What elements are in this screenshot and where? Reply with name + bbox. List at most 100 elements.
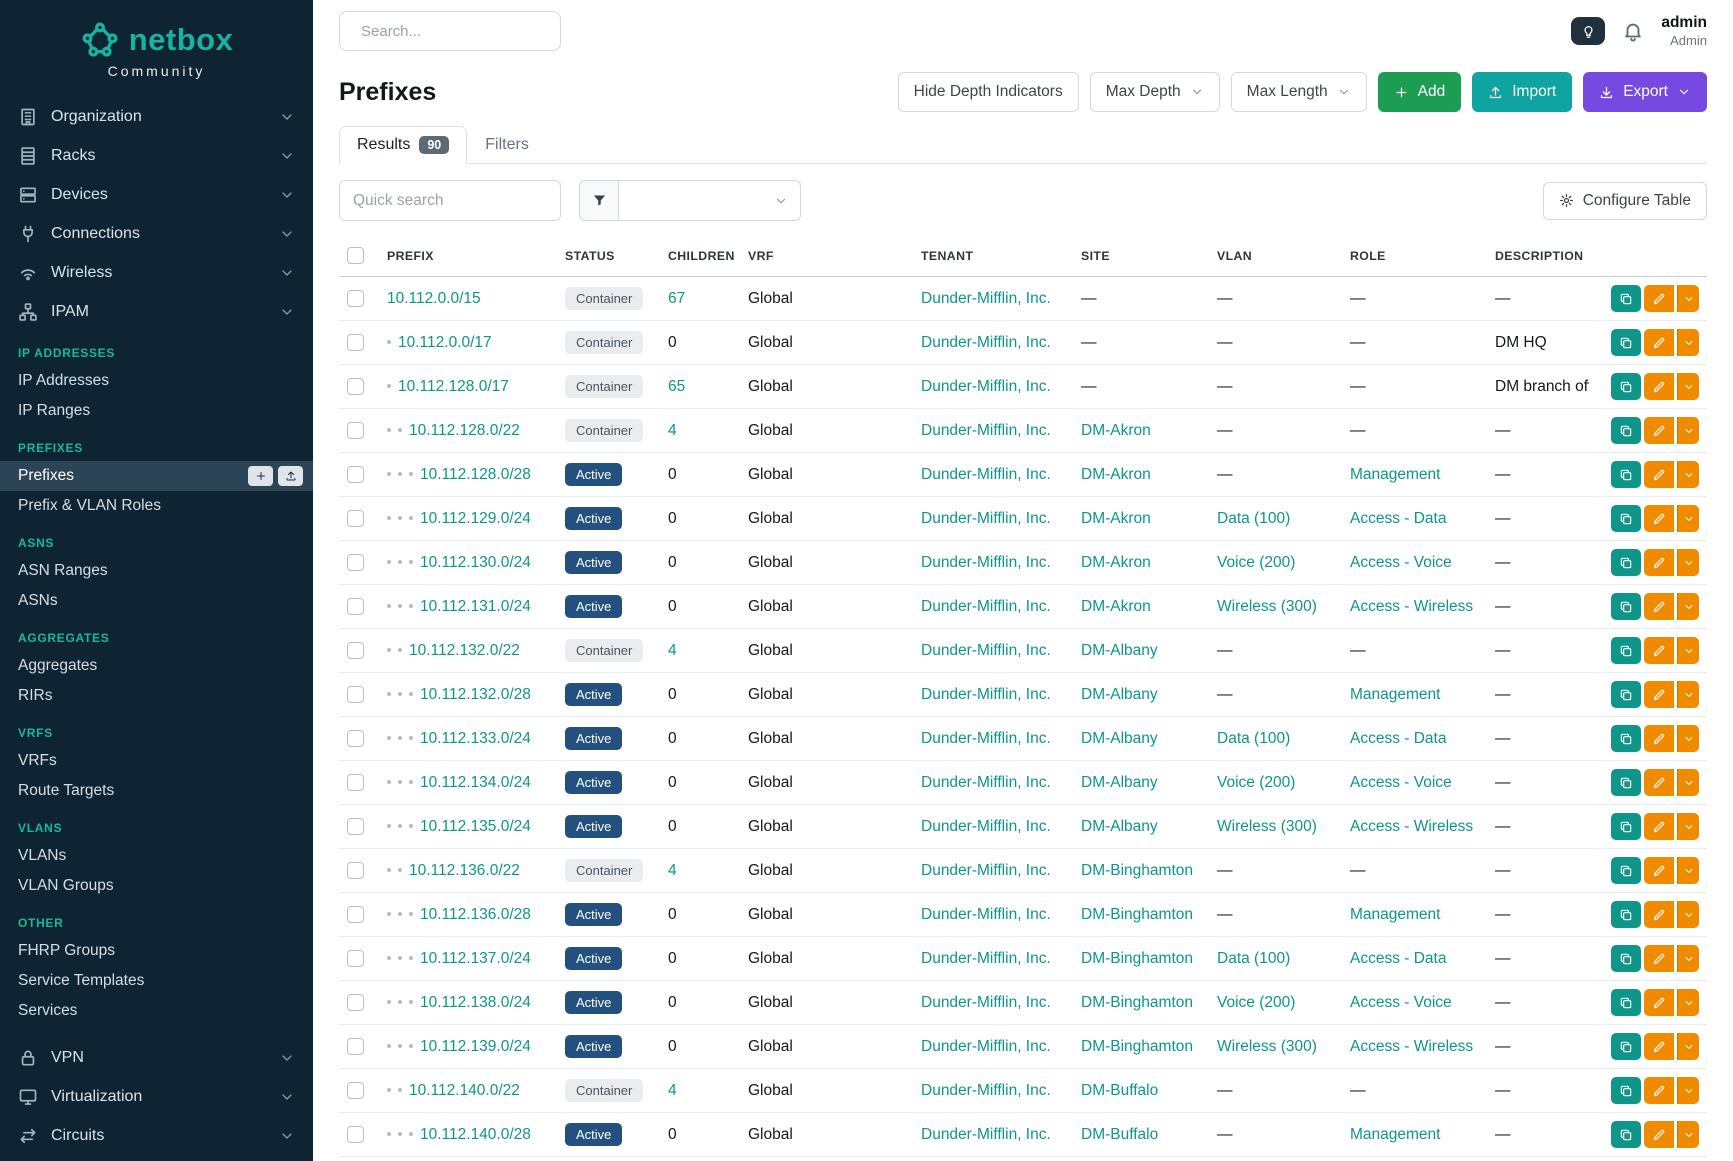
edit-dropdown-button[interactable]	[1677, 769, 1699, 796]
role-link[interactable]: Access - Wireless	[1350, 1037, 1474, 1055]
vlan-link[interactable]: Data (100)	[1217, 509, 1291, 527]
clone-button[interactable]	[1611, 945, 1641, 972]
global-search-input[interactable]	[361, 22, 560, 40]
prefix-link[interactable]: 10.112.137.0/24	[420, 949, 531, 967]
tab-filters[interactable]: Filters	[467, 126, 547, 164]
site-link[interactable]: DM-Akron	[1081, 421, 1151, 439]
edit-dropdown-button[interactable]	[1677, 461, 1699, 488]
site-link[interactable]: DM-Akron	[1081, 509, 1151, 527]
column-header-status[interactable]: STATUS	[557, 235, 660, 277]
vlan-link[interactable]: Voice (200)	[1217, 773, 1296, 791]
sidebar-item-ipam[interactable]: IPAM	[0, 292, 313, 331]
site-link[interactable]: DM-Albany	[1081, 685, 1158, 703]
theme-toggle-button[interactable]	[1571, 17, 1606, 45]
clone-button[interactable]	[1611, 549, 1641, 576]
edit-button[interactable]	[1644, 417, 1674, 444]
prefix-link[interactable]: 10.112.130.0/24	[420, 553, 531, 571]
tenant-link[interactable]: Dunder-Mifflin, Inc.	[921, 993, 1051, 1011]
quick-import-button[interactable]	[278, 466, 303, 486]
column-header-prefix[interactable]: PREFIX	[379, 235, 557, 277]
prefix-link[interactable]: 10.112.140.0/28	[420, 1125, 531, 1143]
edit-dropdown-button[interactable]	[1677, 857, 1699, 884]
max-depth-dropdown[interactable]: Max Depth	[1089, 72, 1220, 112]
children-count-link[interactable]: 4	[668, 421, 677, 439]
prefix-link[interactable]: 10.112.140.0/22	[409, 1081, 520, 1099]
sidebar-item-route-targets[interactable]: Route Targets	[0, 776, 313, 806]
add-button[interactable]: Add	[1377, 72, 1462, 112]
row-checkbox[interactable]	[347, 641, 364, 659]
tenant-link[interactable]: Dunder-Mifflin, Inc.	[921, 905, 1051, 923]
edit-dropdown-button[interactable]	[1677, 549, 1699, 576]
prefix-link[interactable]: 10.112.128.0/28	[420, 465, 531, 483]
row-checkbox[interactable]	[347, 421, 364, 439]
clone-button[interactable]	[1611, 1121, 1641, 1148]
tenant-link[interactable]: Dunder-Mifflin, Inc.	[921, 1037, 1051, 1055]
prefix-link[interactable]: 10.112.128.0/17	[398, 377, 509, 395]
site-link[interactable]: DM-Albany	[1081, 729, 1158, 747]
edit-dropdown-button[interactable]	[1677, 681, 1699, 708]
row-checkbox[interactable]	[347, 861, 364, 879]
role-link[interactable]: Management	[1350, 465, 1441, 483]
sidebar-item-racks[interactable]: Racks	[0, 136, 313, 175]
edit-button[interactable]	[1644, 461, 1674, 488]
prefix-link[interactable]: 10.112.0.0/17	[398, 333, 492, 351]
tenant-link[interactable]: Dunder-Mifflin, Inc.	[921, 817, 1051, 835]
prefix-link[interactable]: 10.112.131.0/24	[420, 597, 531, 615]
edit-dropdown-button[interactable]	[1677, 813, 1699, 840]
role-link[interactable]: Access - Data	[1350, 949, 1447, 967]
tenant-link[interactable]: Dunder-Mifflin, Inc.	[921, 773, 1051, 791]
children-count-link[interactable]: 4	[668, 641, 677, 659]
row-checkbox[interactable]	[347, 729, 364, 747]
site-link[interactable]: DM-Binghamton	[1081, 861, 1193, 879]
notifications-button[interactable]	[1622, 20, 1644, 42]
sidebar-item-service-templates[interactable]: Service Templates	[0, 966, 313, 996]
edit-button[interactable]	[1644, 373, 1674, 400]
children-count-link[interactable]: 4	[668, 861, 677, 879]
vlan-link[interactable]: Data (100)	[1217, 949, 1291, 967]
row-checkbox[interactable]	[347, 509, 364, 527]
edit-button[interactable]	[1644, 505, 1674, 532]
prefix-link[interactable]: 10.112.128.0/22	[409, 421, 520, 439]
edit-button[interactable]	[1644, 549, 1674, 576]
tenant-link[interactable]: Dunder-Mifflin, Inc.	[921, 289, 1051, 307]
tenant-link[interactable]: Dunder-Mifflin, Inc.	[921, 597, 1051, 615]
sidebar-item-prefix-vlan-roles[interactable]: Prefix & VLAN Roles	[0, 491, 313, 521]
clone-button[interactable]	[1611, 857, 1641, 884]
prefix-link[interactable]: 10.112.136.0/28	[420, 905, 531, 923]
clone-button[interactable]	[1611, 373, 1641, 400]
prefix-link[interactable]: 10.112.133.0/24	[420, 729, 531, 747]
user-menu[interactable]: admin Admin	[1661, 13, 1707, 49]
tenant-link[interactable]: Dunder-Mifflin, Inc.	[921, 641, 1051, 659]
row-checkbox[interactable]	[347, 553, 364, 571]
column-header-tenant[interactable]: TENANT	[913, 235, 1073, 277]
sidebar-item-rirs[interactable]: RIRs	[0, 681, 313, 711]
prefix-link[interactable]: 10.112.0.0/15	[387, 289, 481, 307]
clone-button[interactable]	[1611, 769, 1641, 796]
site-link[interactable]: DM-Binghamton	[1081, 1037, 1193, 1055]
site-link[interactable]: DM-Binghamton	[1081, 949, 1193, 967]
children-count-link[interactable]: 67	[668, 289, 686, 307]
row-checkbox[interactable]	[347, 1081, 364, 1099]
site-link[interactable]: DM-Binghamton	[1081, 905, 1193, 923]
edit-dropdown-button[interactable]	[1677, 329, 1699, 356]
column-header-vrf[interactable]: VRF	[740, 235, 913, 277]
site-link[interactable]: DM-Buffalo	[1081, 1081, 1159, 1099]
edit-dropdown-button[interactable]	[1677, 505, 1699, 532]
site-link[interactable]: DM-Albany	[1081, 817, 1158, 835]
tenant-link[interactable]: Dunder-Mifflin, Inc.	[921, 949, 1051, 967]
clone-button[interactable]	[1611, 1033, 1641, 1060]
import-button[interactable]: Import	[1472, 72, 1573, 112]
column-header-site[interactable]: SITE	[1073, 235, 1209, 277]
edit-dropdown-button[interactable]	[1677, 945, 1699, 972]
clone-button[interactable]	[1611, 725, 1641, 752]
tenant-link[interactable]: Dunder-Mifflin, Inc.	[921, 377, 1051, 395]
max-length-dropdown[interactable]: Max Length	[1230, 72, 1367, 112]
hide-depth-indicators-button[interactable]: Hide Depth Indicators	[897, 72, 1079, 112]
sidebar-item-vlans[interactable]: VLANs	[0, 841, 313, 871]
role-link[interactable]: Access - Wireless	[1350, 597, 1474, 615]
sidebar-item-connections[interactable]: Connections	[0, 214, 313, 253]
role-link[interactable]: Management	[1350, 685, 1441, 703]
role-link[interactable]: Access - Data	[1350, 509, 1447, 527]
column-header-role[interactable]: ROLE	[1342, 235, 1487, 277]
row-checkbox[interactable]	[347, 1037, 364, 1055]
